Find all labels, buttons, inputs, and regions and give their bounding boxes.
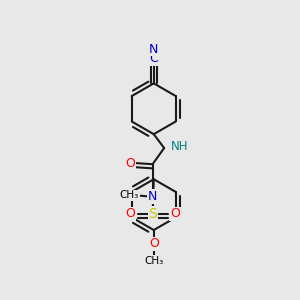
Text: O: O bbox=[125, 207, 135, 220]
Text: S: S bbox=[148, 207, 157, 221]
Text: CH₃: CH₃ bbox=[144, 256, 164, 266]
Text: C: C bbox=[149, 52, 158, 65]
Text: N: N bbox=[149, 43, 158, 56]
Text: O: O bbox=[125, 157, 135, 169]
Text: O: O bbox=[170, 207, 180, 220]
Text: N: N bbox=[148, 190, 157, 203]
Text: O: O bbox=[149, 237, 159, 250]
Text: CH₃: CH₃ bbox=[120, 190, 139, 200]
Text: NH: NH bbox=[171, 140, 189, 153]
